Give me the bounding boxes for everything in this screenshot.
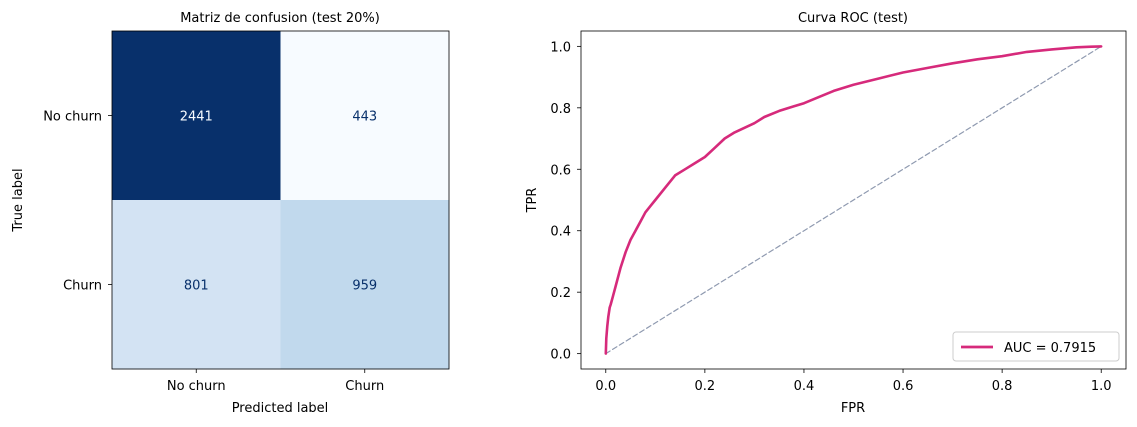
confusion-matrix-frame xyxy=(111,30,450,370)
roc-y-tick-label: 0.8 xyxy=(550,102,571,117)
chance-diagonal-line xyxy=(605,45,1102,355)
legend-label: AUC = 0.7915 xyxy=(1004,341,1096,356)
roc-y-tick-label: 0.6 xyxy=(550,163,571,178)
roc-frame xyxy=(580,30,1127,370)
roc-x-tick-label: 1.0 xyxy=(1091,379,1112,394)
cm-y-tick-label: Churn xyxy=(63,279,102,294)
confusion-matrix-panel: Matriz de confusion (test 20%) 2441 443 80… xyxy=(11,11,450,416)
roc-curve-line xyxy=(604,45,1103,355)
roc-x-tick-label: 0.4 xyxy=(794,379,815,394)
roc-title: Curva ROC (test) xyxy=(798,11,908,26)
cm-cell-value: 2441 xyxy=(180,110,213,125)
cm-cell xyxy=(112,31,281,201)
roc-xlabel: FPR xyxy=(841,401,865,416)
cm-cell-value: 959 xyxy=(352,279,377,294)
cm-cell xyxy=(112,200,281,370)
confusion-matrix-ylabel: True label xyxy=(11,168,26,232)
roc-panel: Curva ROC (test) 0.0 0.2 0.4 0.6 0.8 1.0 0.0 0.… xyxy=(525,11,1127,416)
cm-cell xyxy=(280,31,450,201)
cm-y-tick-label: No churn xyxy=(43,110,102,125)
roc-y-tick-label: 1.0 xyxy=(550,40,571,55)
cm-cell-value: 801 xyxy=(184,279,209,294)
roc-x-tick-label: 0.6 xyxy=(893,379,914,394)
cm-x-tick-label: No churn xyxy=(167,379,226,394)
roc-y-tick-label: 0.4 xyxy=(550,225,571,240)
roc-x-tick-label: 0.0 xyxy=(595,379,616,394)
roc-x-tick-label: 0.2 xyxy=(695,379,716,394)
cm-cell-value: 443 xyxy=(352,110,377,125)
cm-cell xyxy=(280,200,450,370)
roc-x-tick-label: 0.8 xyxy=(992,379,1013,394)
roc-y-tick-label: 0.0 xyxy=(550,348,571,363)
roc-legend: AUC = 0.7915 xyxy=(952,331,1120,362)
roc-y-tick-label: 0.2 xyxy=(550,286,571,301)
confusion-matrix-xlabel: Predicted label xyxy=(232,401,329,416)
confusion-matrix-title: Matriz de confusion (test 20%) xyxy=(180,11,380,26)
legend-box xyxy=(952,331,1120,362)
roc-ylabel: TPR xyxy=(525,188,540,214)
cm-x-tick-label: Churn xyxy=(345,379,384,394)
